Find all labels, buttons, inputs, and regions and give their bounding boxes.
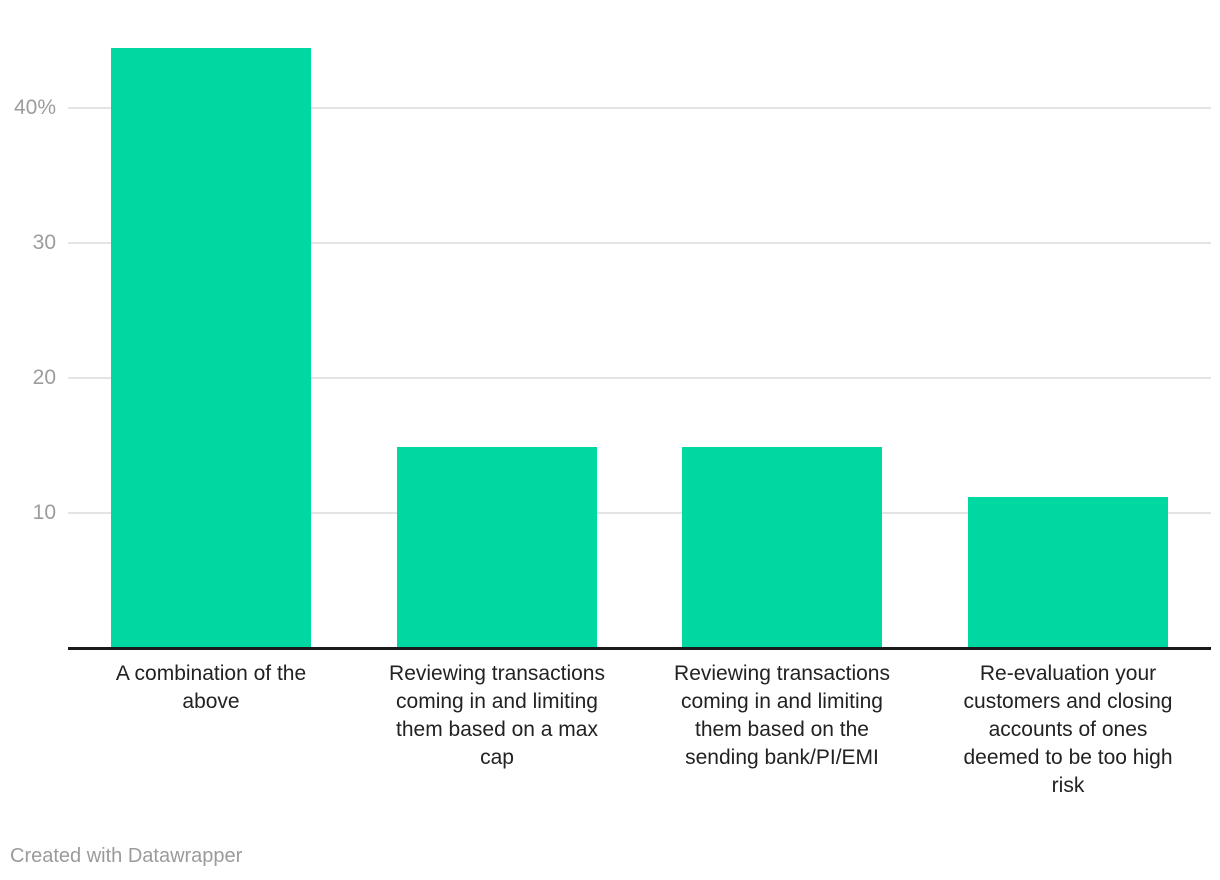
- x-axis-category-label: Reviewing transactions coming in and lim…: [674, 662, 890, 769]
- x-axis-line: [68, 647, 1211, 650]
- x-axis-category-label: A combination of the above: [115, 662, 307, 713]
- datawrapper-credit: Created with Datawrapper: [10, 845, 243, 867]
- y-gridline: [68, 377, 1211, 379]
- bar: [111, 48, 311, 647]
- y-gridline: [68, 512, 1211, 514]
- y-gridline: [68, 107, 1211, 109]
- bar: [968, 497, 1168, 647]
- y-tick-label: 30: [32, 231, 56, 254]
- y-gridline: [68, 242, 1211, 244]
- x-axis-category-label: Re-evaluation your customers and closing…: [963, 662, 1173, 797]
- y-tick-label: 10: [32, 501, 56, 524]
- bar: [397, 447, 597, 647]
- y-tick-label: 40%: [13, 96, 56, 119]
- bar: [682, 447, 882, 647]
- x-axis-category-label: Reviewing transactions coming in and lim…: [389, 662, 605, 769]
- y-tick-label: 20: [32, 366, 56, 389]
